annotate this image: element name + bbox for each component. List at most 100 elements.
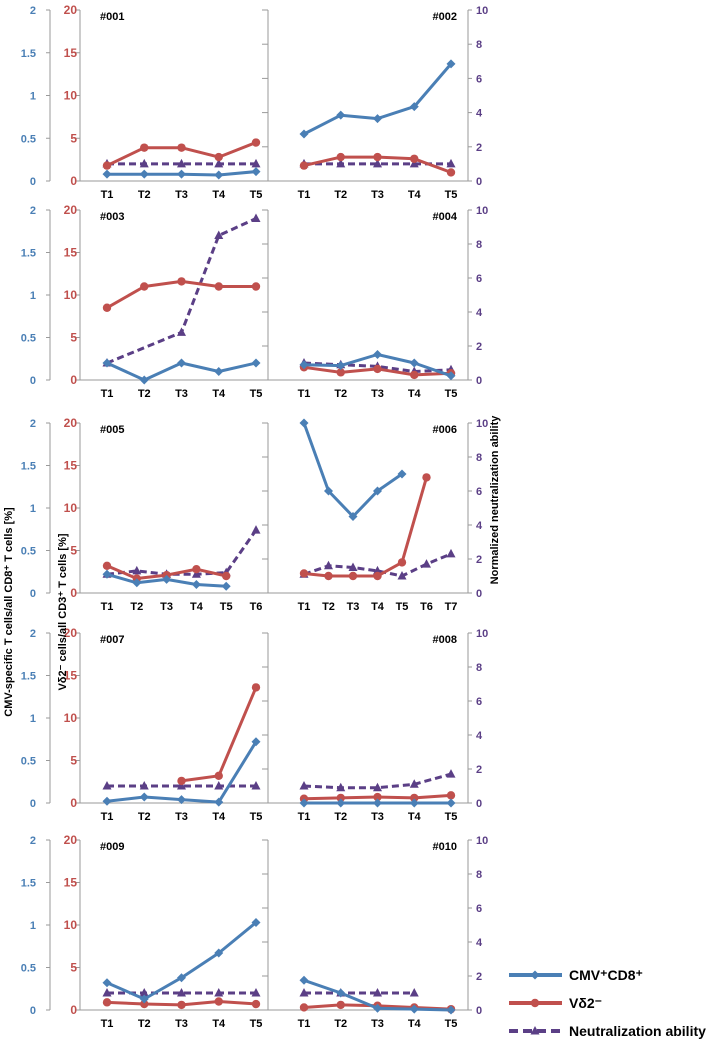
x-tick-label: T4 (212, 189, 226, 201)
point-vd2 (324, 571, 333, 581)
point-vd2 (336, 1000, 345, 1010)
point-neut (409, 779, 419, 788)
point-vd2 (299, 1003, 309, 1012)
legend-item-cmv: CMV⁺CD8⁺ (509, 967, 643, 983)
mid-tick-label: 5 (70, 331, 77, 345)
point-cmv (102, 796, 112, 806)
point-neut (139, 781, 149, 790)
right-tick-label: 6 (476, 486, 482, 498)
x-tick-label: T1 (298, 1018, 311, 1030)
point-cmv (446, 1005, 456, 1015)
right-tick-label: 6 (476, 273, 482, 285)
x-tick-label: T1 (101, 1018, 114, 1030)
panel-title: #003 (100, 211, 124, 223)
series-cmv (102, 167, 261, 180)
x-tick-label: T1 (101, 601, 114, 613)
point-neut (324, 560, 333, 570)
right-tick-label: 6 (476, 73, 482, 85)
point-vd2 (214, 771, 223, 780)
left-tick-label: 2 (30, 628, 36, 640)
right-axis-label: Normalized neutralization ability (489, 415, 501, 585)
point-vd2 (102, 998, 112, 1007)
x-tick-label: T5 (250, 811, 263, 823)
series-cmv (299, 975, 456, 1015)
point-vd2 (251, 999, 261, 1009)
series-line-cmv (302, 422, 403, 518)
series-line-cmv (106, 741, 258, 804)
series-cmv (299, 798, 456, 808)
mid-axis-label: Vδ2⁻ cells/all CD3⁺ T cells [%] (57, 533, 69, 690)
point-cmv (102, 169, 112, 179)
x-tick-label: T4 (371, 601, 385, 613)
right-tick-label: 2 (476, 764, 482, 776)
mid-tick-label: 5 (70, 754, 77, 768)
panel-006: #006 T1 T2 T3 T4 T5 T6 T7 (298, 418, 457, 613)
legend-item-neut: Neutralization ability (509, 1023, 706, 1039)
point-neut (139, 158, 149, 168)
x-tick-label: T2 (130, 601, 143, 613)
point-cmv (348, 512, 358, 521)
point-cmv (139, 375, 149, 385)
series-vd2 (102, 277, 261, 312)
point-neut (299, 781, 309, 790)
series-neut (102, 781, 261, 790)
series-cmv (102, 358, 261, 385)
point-neut (373, 158, 382, 168)
mid-tick-label: 15 (64, 669, 78, 683)
series-cmv (299, 350, 456, 381)
panel-title: #001 (100, 11, 124, 23)
point-cmv (191, 580, 201, 589)
mid-tick-label: 20 (64, 3, 78, 17)
panel-title: #008 (433, 634, 457, 646)
point-cmv (299, 360, 309, 370)
point-neut (348, 562, 358, 571)
point-cmv (214, 797, 224, 807)
right-tick-label: 2 (476, 341, 482, 353)
x-tick-label: T5 (445, 811, 458, 823)
panel-title: #009 (100, 841, 124, 853)
point-cmv (139, 994, 149, 1004)
x-tick-label: T4 (408, 811, 422, 823)
x-tick-label: T3 (347, 601, 360, 613)
panel-005: #005 T1 T2 T3 T4 T5 T6 (100, 424, 262, 613)
point-cmv (177, 795, 186, 805)
left-tick-label: 0 (30, 1005, 36, 1017)
panel-007: #007 T1 T2 T3 T4 T5 (100, 634, 262, 823)
point-cmv (251, 917, 261, 927)
point-vd2 (336, 368, 345, 377)
point-cmv (139, 169, 149, 179)
left-tick-label: 2 (30, 205, 36, 217)
mid-tick-label: 20 (64, 203, 78, 217)
point-cmv (336, 988, 346, 998)
x-tick-label: T5 (445, 1018, 458, 1030)
mid-tick-label: 0 (70, 586, 77, 600)
point-cmv (397, 469, 407, 479)
point-vd2 (373, 792, 382, 802)
point-neut (251, 158, 261, 168)
point-vd2 (102, 161, 112, 170)
panel-001: #001 T1 T2 T3 T4 T5 (100, 11, 262, 201)
point-cmv (299, 418, 309, 428)
right-tick-label: 4 (476, 730, 483, 742)
point-vd2 (446, 168, 456, 177)
point-neut (139, 988, 149, 997)
legend-marker-cmv (530, 970, 540, 980)
legend-item-vd2: Vδ2⁻ (509, 995, 602, 1011)
mid-tick-label: 0 (70, 174, 77, 188)
point-vd2 (140, 143, 149, 152)
point-neut (373, 988, 382, 997)
point-neut (446, 548, 456, 558)
point-vd2 (410, 370, 419, 380)
series-cmv (299, 59, 456, 139)
point-cmv (177, 169, 186, 179)
x-tick-label: T2 (334, 1018, 347, 1030)
left-axis-label: CMV-specific T cells/all CD8⁺ T cells [%… (3, 507, 15, 717)
point-neut (336, 782, 346, 792)
series-vd2 (299, 473, 431, 581)
left-tick-label: 1.5 (21, 48, 36, 60)
right-tick-label: 2 (476, 142, 482, 154)
left-tick-label: 1.5 (21, 878, 36, 890)
point-vd2 (177, 1000, 186, 1010)
